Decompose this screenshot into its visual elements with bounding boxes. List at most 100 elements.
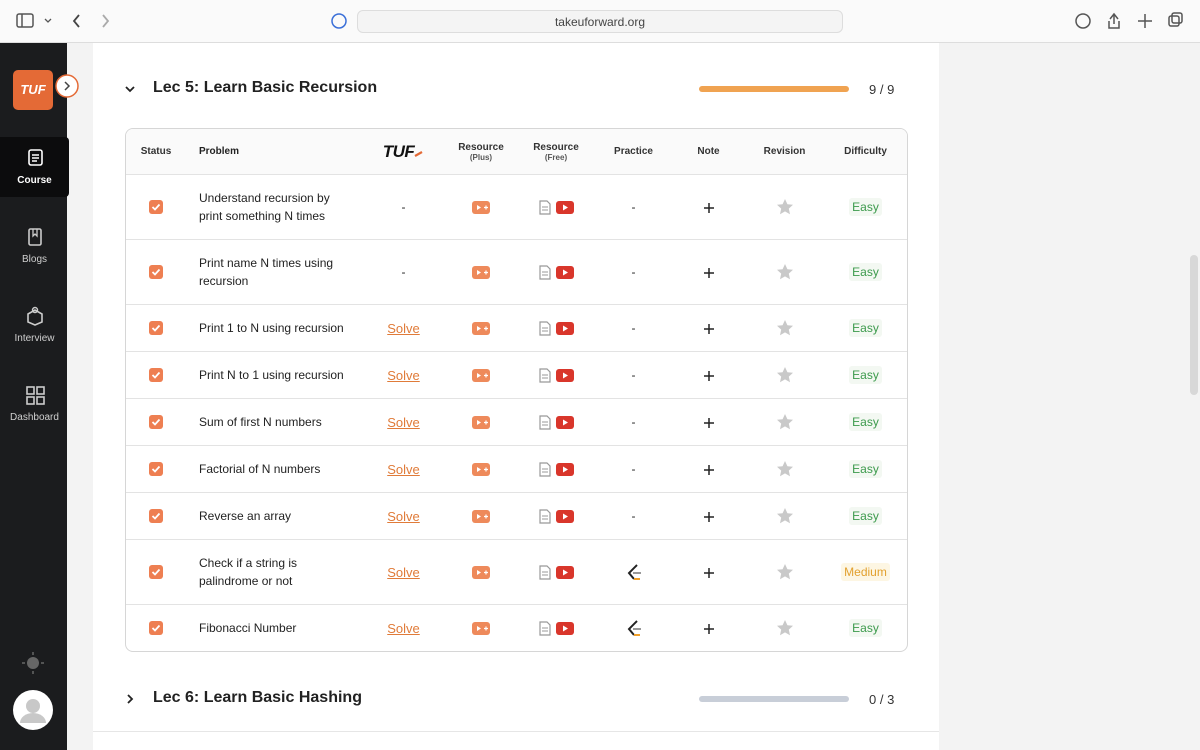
tuf-cell: -: [401, 200, 406, 214]
practice-cell: -: [631, 462, 636, 476]
note-cell: [671, 565, 746, 579]
leetcode-icon: [627, 620, 641, 636]
solve-link[interactable]: Solve: [387, 620, 420, 636]
revision-star[interactable]: [776, 366, 794, 384]
free-cell: [516, 264, 596, 280]
solve-link[interactable]: Solve: [387, 320, 420, 336]
problem-name[interactable]: Fibonacci Number: [199, 621, 297, 635]
nav-label: Dashboard: [10, 412, 59, 423]
article-icon: [539, 200, 551, 215]
status-cell: [126, 415, 186, 430]
article-icon: [539, 265, 551, 280]
status-cell: [126, 321, 186, 336]
table-row: Sum of first N numbers Solve - Easy: [126, 399, 907, 446]
header-cell: Resource (Plus): [446, 142, 516, 162]
add-note[interactable]: [703, 567, 715, 579]
revision-star[interactable]: [776, 619, 794, 637]
progress-label: 0 / 3: [869, 692, 895, 707]
problem-name[interactable]: Print 1 to N using recursion: [199, 321, 344, 335]
checkbox[interactable]: [149, 565, 163, 580]
free-cell: [516, 367, 596, 383]
note-cell: [671, 509, 746, 523]
status-cell: [126, 621, 186, 636]
practice-cell: -: [631, 509, 636, 523]
table-header: Status Problem TUF Resource (Plus) Resource (F…: [126, 129, 907, 175]
solve-link[interactable]: Solve: [387, 564, 420, 580]
article-icon: [539, 415, 551, 430]
difficulty-cell: Easy: [823, 366, 907, 384]
add-note[interactable]: [703, 323, 715, 335]
checkbox[interactable]: [149, 415, 163, 430]
revision-star[interactable]: [776, 319, 794, 337]
revision-cell: [746, 563, 823, 581]
revision-star[interactable]: [776, 507, 794, 525]
theme-toggle[interactable]: [21, 651, 45, 675]
nav-item[interactable]: Course: [0, 137, 69, 197]
revision-star[interactable]: [776, 413, 794, 431]
avatar[interactable]: [13, 690, 53, 730]
checkbox[interactable]: [149, 265, 163, 280]
status-cell: [126, 368, 186, 383]
add-note[interactable]: [703, 202, 715, 214]
lecture-title[interactable]: Lec 6: Learn Basic Hashing: [153, 689, 362, 706]
solve-link[interactable]: Solve: [387, 367, 420, 383]
add-note[interactable]: [703, 464, 715, 476]
revision-star[interactable]: [776, 263, 794, 281]
difficulty-cell: Easy: [823, 460, 907, 478]
progress-bar: [699, 86, 849, 92]
revision-star[interactable]: [776, 460, 794, 478]
lecture-title[interactable]: Lec 5: Learn Basic Recursion: [153, 79, 378, 96]
problem-name[interactable]: Reverse an array: [199, 509, 292, 523]
status-cell: [126, 200, 186, 215]
article-icon: [539, 462, 551, 477]
plus-cell: [446, 509, 516, 524]
difficulty-cell: Easy: [823, 413, 907, 431]
problem-name[interactable]: Factorial of N numbers: [199, 462, 321, 476]
table-row: Print 1 to N using recursion Solve - Easy: [126, 305, 907, 352]
nav-item[interactable]: Dashboard: [0, 374, 69, 434]
plus-cell: [446, 462, 516, 477]
checkbox[interactable]: [149, 509, 163, 524]
solve-link[interactable]: Solve: [387, 461, 420, 477]
nav-icon: [25, 386, 45, 405]
solve-link[interactable]: Solve: [387, 508, 420, 524]
plus-cell: [446, 415, 516, 430]
nav-item[interactable]: Interview: [0, 295, 69, 355]
problem-name[interactable]: Understand recursion by print something …: [199, 191, 330, 223]
add-note[interactable]: [703, 511, 715, 523]
article-icon: [539, 368, 551, 383]
add-note[interactable]: [703, 623, 715, 635]
problem-name[interactable]: Check if a string is palindrome or not: [199, 556, 298, 588]
checkbox[interactable]: [149, 200, 163, 215]
collapse-chevron[interactable]: [124, 693, 136, 705]
divider: [93, 731, 939, 732]
header-cell: Revision: [763, 146, 806, 157]
revision-cell: [746, 263, 823, 281]
nav-label: Blogs: [21, 254, 47, 265]
problem-name[interactable]: Print N to 1 using recursion: [199, 368, 344, 382]
revision-star[interactable]: [776, 198, 794, 216]
note-cell: [671, 265, 746, 279]
add-note[interactable]: [703, 370, 715, 382]
collapse-chevron[interactable]: [124, 83, 136, 95]
revision-star[interactable]: [776, 563, 794, 581]
header-logo: TUF: [361, 142, 446, 162]
difficulty-chip: Medium: [841, 563, 890, 581]
add-note[interactable]: [703, 267, 715, 279]
youtube-icon: [555, 565, 574, 579]
nav-item[interactable]: Blogs: [0, 216, 69, 276]
free-cell: [516, 620, 596, 636]
add-note[interactable]: [703, 417, 715, 429]
checkbox[interactable]: [149, 621, 163, 636]
logo[interactable]: TUF: [13, 70, 53, 110]
checkbox[interactable]: [149, 462, 163, 477]
problem-name[interactable]: Print name N times using recursion: [199, 256, 334, 288]
practice-cell: [596, 563, 671, 581]
url-field[interactable]: takeuforward.org: [357, 10, 843, 33]
expand-button[interactable]: [55, 74, 79, 98]
solve-link[interactable]: Solve: [387, 414, 420, 430]
browser-toolbar: takeuforward.org: [0, 0, 1200, 43]
checkbox[interactable]: [149, 321, 163, 336]
problem-name[interactable]: Sum of first N numbers: [199, 415, 322, 429]
checkbox[interactable]: [149, 368, 163, 383]
